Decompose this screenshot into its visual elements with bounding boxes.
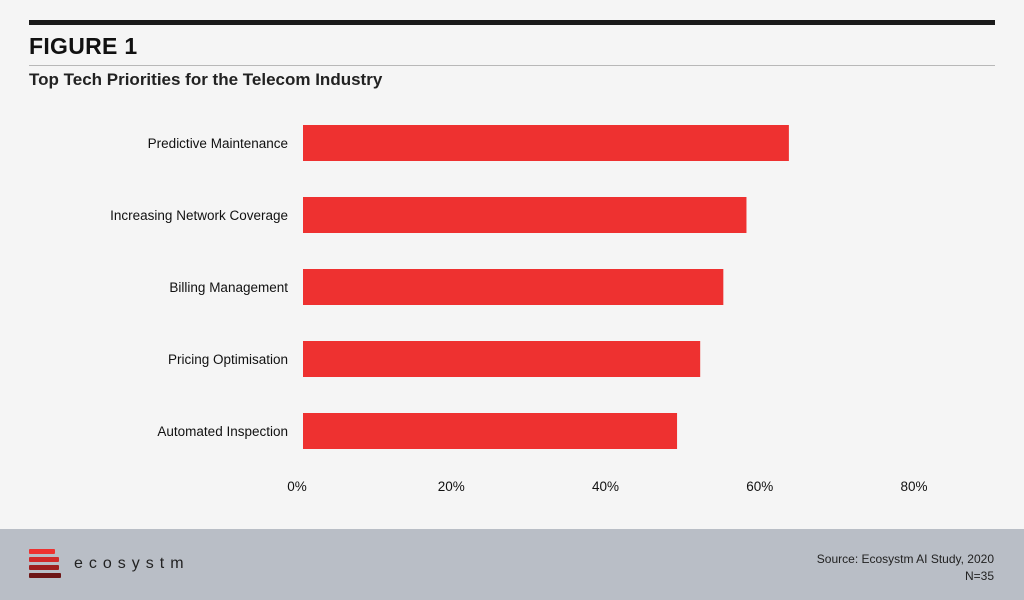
x-tick-label: 40% (592, 479, 619, 494)
source-note: Source: Ecosystm AI Study, 2020 N=35 (817, 551, 994, 585)
category-label: Increasing Network Coverage (110, 208, 288, 223)
category-label: Billing Management (169, 280, 288, 295)
figure-label: FIGURE 1 (29, 33, 138, 59)
bar-chart: Predictive Maintenance Increasing Network… (110, 125, 928, 494)
brand-name: ecosystm (74, 555, 190, 572)
category-label: Predictive Maintenance (148, 136, 288, 151)
bar-predictive-maintenance (303, 125, 789, 161)
bar-increasing-network-coverage (303, 197, 747, 233)
x-tick-label: 80% (900, 479, 927, 494)
bar-pricing-optimisation (303, 341, 701, 377)
category-label: Automated Inspection (157, 424, 288, 439)
x-tick-label: 60% (746, 479, 773, 494)
bar-automated-inspection (303, 413, 678, 449)
category-label: Pricing Optimisation (168, 352, 288, 367)
source-text: Source: Ecosystm AI Study, 2020 (816, 552, 994, 566)
title-divider (29, 65, 995, 66)
footer: ecosystm Source: Ecosystm AI Study, 2020… (0, 529, 1024, 600)
top-rule (29, 20, 995, 25)
bar-billing-management (303, 269, 724, 305)
ecosystm-logo-icon (29, 549, 61, 581)
sample-size: N=35 (964, 569, 994, 583)
x-tick-label: 20% (438, 479, 465, 494)
chart-title: Top Tech Priorities for the Telecom Indu… (29, 70, 383, 89)
x-tick-label: 0% (287, 479, 307, 494)
